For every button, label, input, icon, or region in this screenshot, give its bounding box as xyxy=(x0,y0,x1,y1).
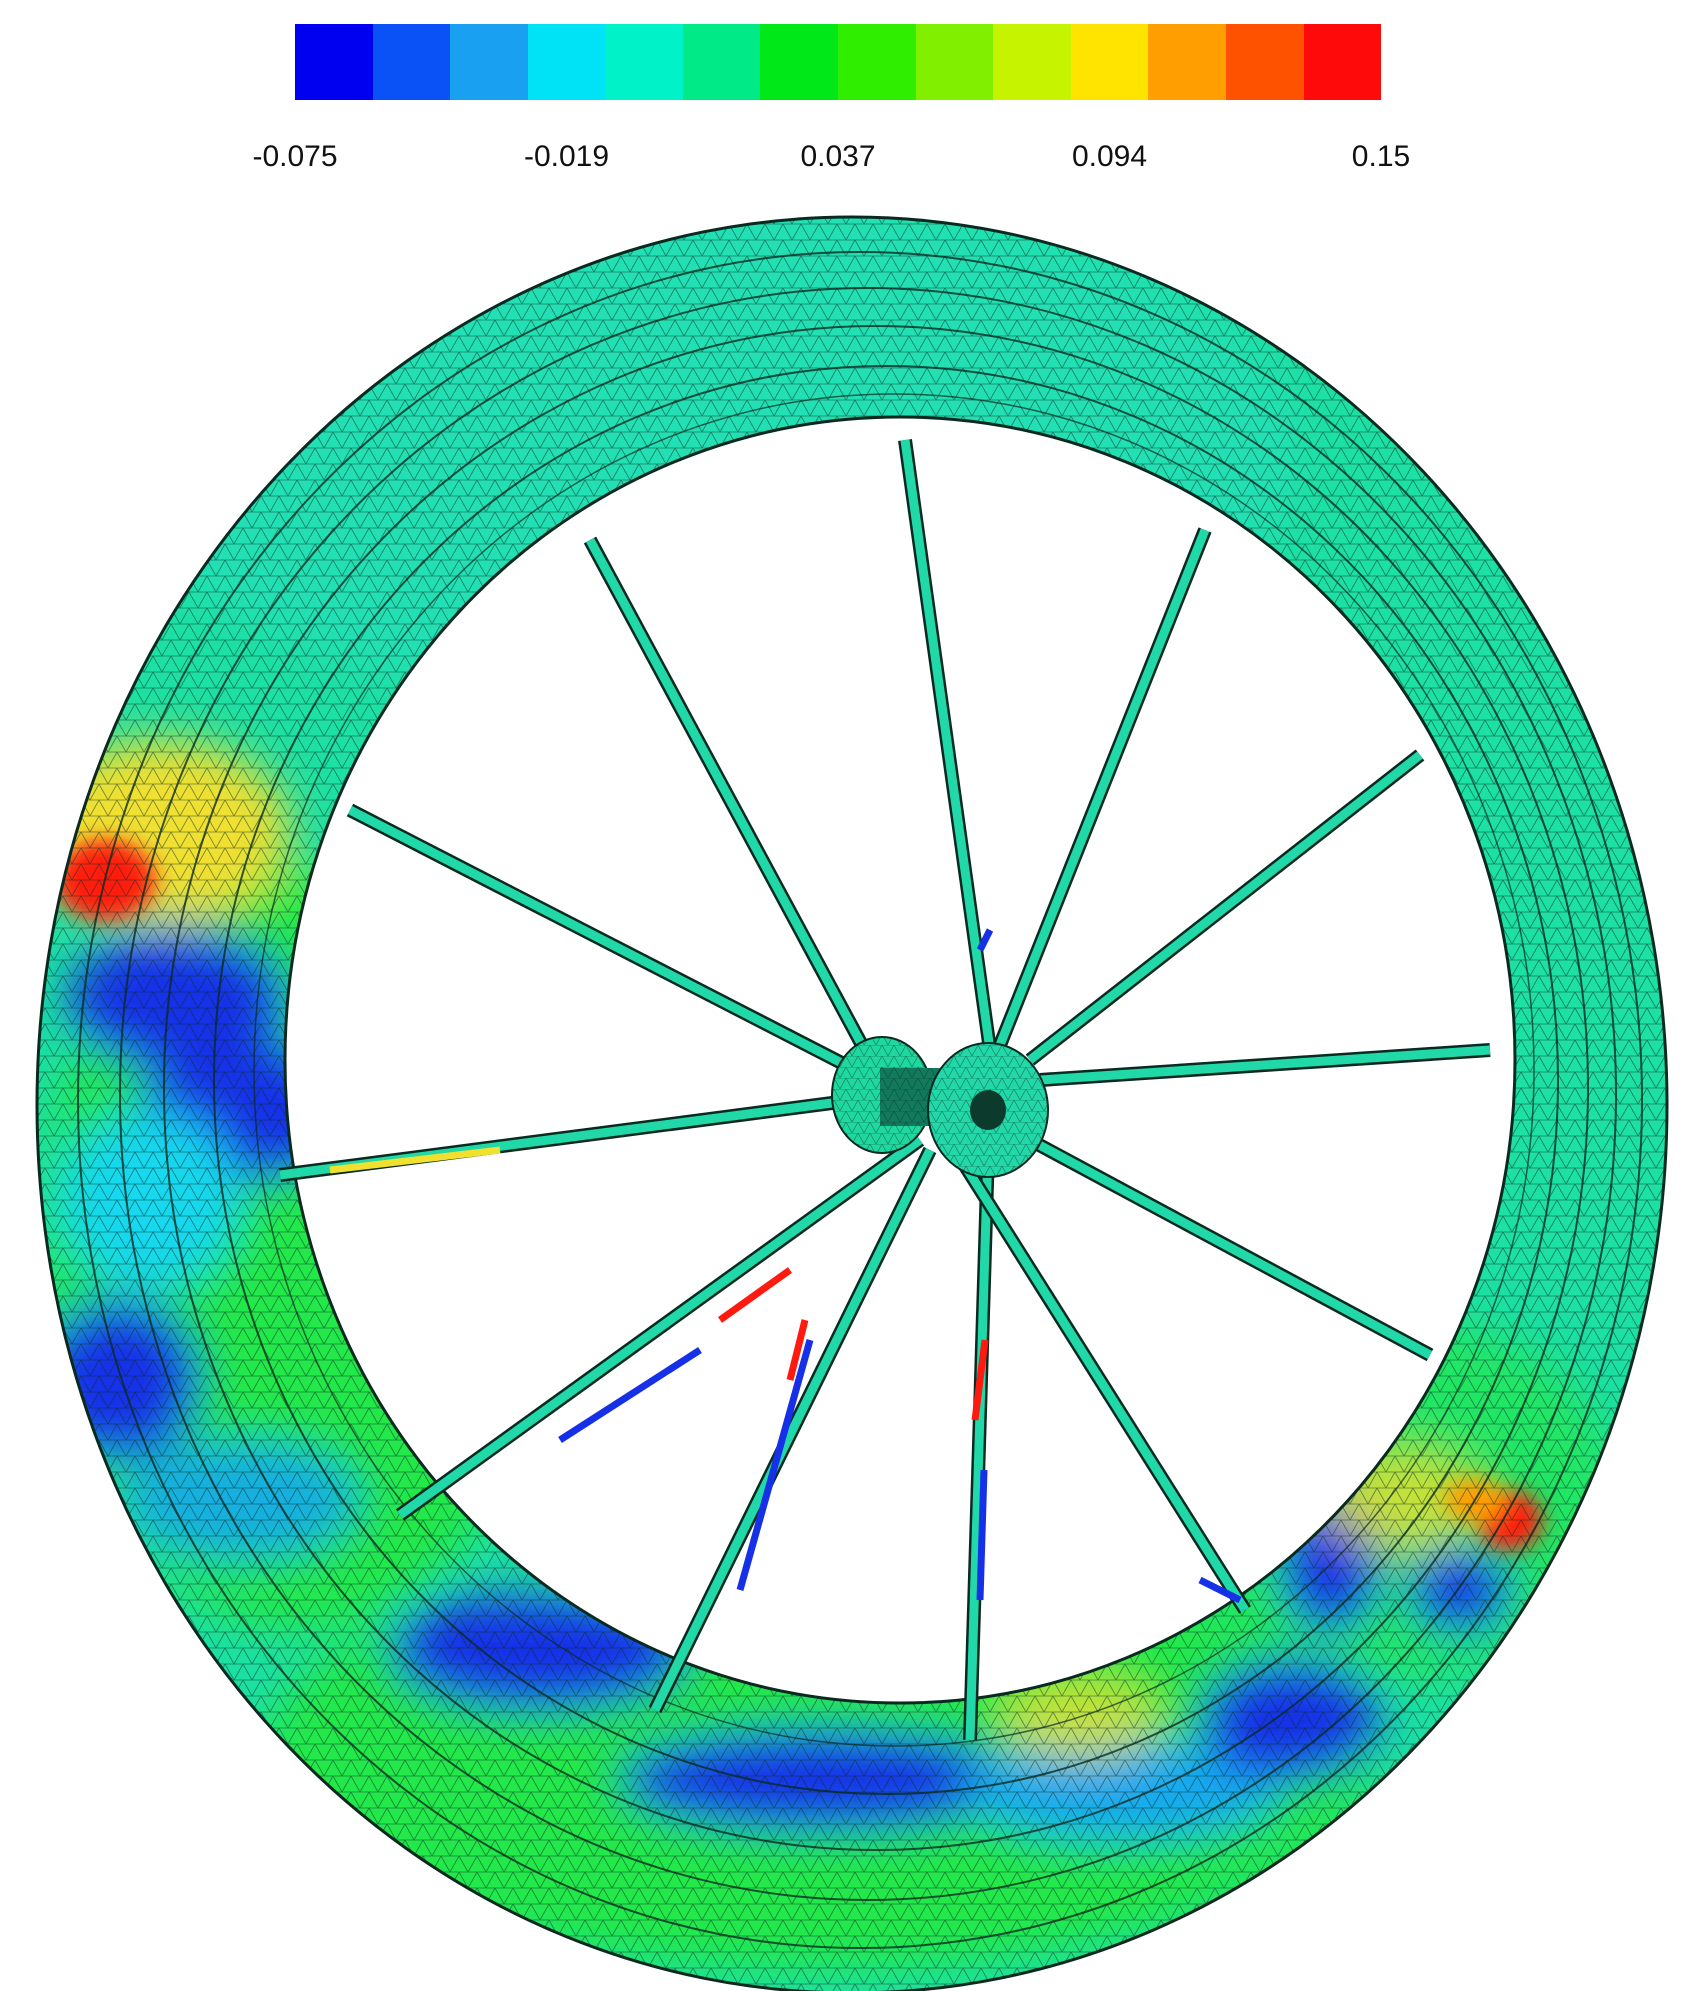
spoke-strain-highlight xyxy=(976,1469,988,1601)
colorbar-swatch xyxy=(1148,24,1226,100)
colorbar-swatch xyxy=(295,24,373,100)
colorbar-tick-label: -0.019 xyxy=(523,140,610,173)
spoke xyxy=(650,1148,935,1712)
spoke-strain-highlight xyxy=(971,1339,989,1421)
colorbar-swatch xyxy=(838,24,916,100)
spoke xyxy=(1027,751,1423,1064)
colorbar-swatch xyxy=(450,24,528,100)
colorbar-swatch xyxy=(605,24,683,100)
axle-hole-icon xyxy=(970,1090,1006,1130)
colorbar-tick-label: 0.094 xyxy=(1071,140,1148,173)
spoke xyxy=(397,1136,923,1519)
colorbar xyxy=(295,24,1382,100)
colorbar-ticks: -0.075 -0.019 0.037 0.094 0.15 xyxy=(0,140,1689,180)
spoke-strain-highlight xyxy=(786,1319,809,1381)
colorbar-tick-label: -0.075 xyxy=(252,140,338,173)
colorbar-tick-label: 0.15 xyxy=(1351,140,1411,173)
colorbar-swatch xyxy=(527,24,606,100)
rim-outline xyxy=(35,215,1669,1991)
spoke-strain-highlight xyxy=(976,928,994,952)
spoke-strain-highlight xyxy=(736,1339,814,1591)
colorbar-tick-label: 0.037 xyxy=(800,140,876,173)
colorbar-swatch xyxy=(993,24,1071,100)
spoke xyxy=(951,1147,1249,1613)
spoke xyxy=(965,1149,993,1741)
wheel-rim xyxy=(0,190,1689,1991)
colorbar-swatch xyxy=(760,24,839,100)
spoke-strain-highlight xyxy=(1198,1576,1242,1604)
spoke-strain-highlight xyxy=(717,1267,793,1323)
colorbar-swatch xyxy=(1070,24,1149,100)
hub xyxy=(831,1036,1049,1178)
colorbar-swatch xyxy=(372,24,451,100)
spoke xyxy=(586,537,874,1063)
colorbar-swatch xyxy=(1225,24,1304,100)
colorbar-swatch xyxy=(1303,24,1382,100)
colorbar-swatch xyxy=(915,24,994,100)
spoke xyxy=(900,439,995,1051)
colorbar-swatch xyxy=(682,24,761,100)
spoke-strain-highlight xyxy=(329,1146,501,1174)
spoke xyxy=(1039,1045,1491,1085)
spoke-strain-highlight xyxy=(558,1347,702,1443)
spoke xyxy=(995,528,1210,1047)
spokes xyxy=(279,439,1491,1741)
spoke xyxy=(347,805,868,1080)
spoke xyxy=(1027,1136,1433,1359)
